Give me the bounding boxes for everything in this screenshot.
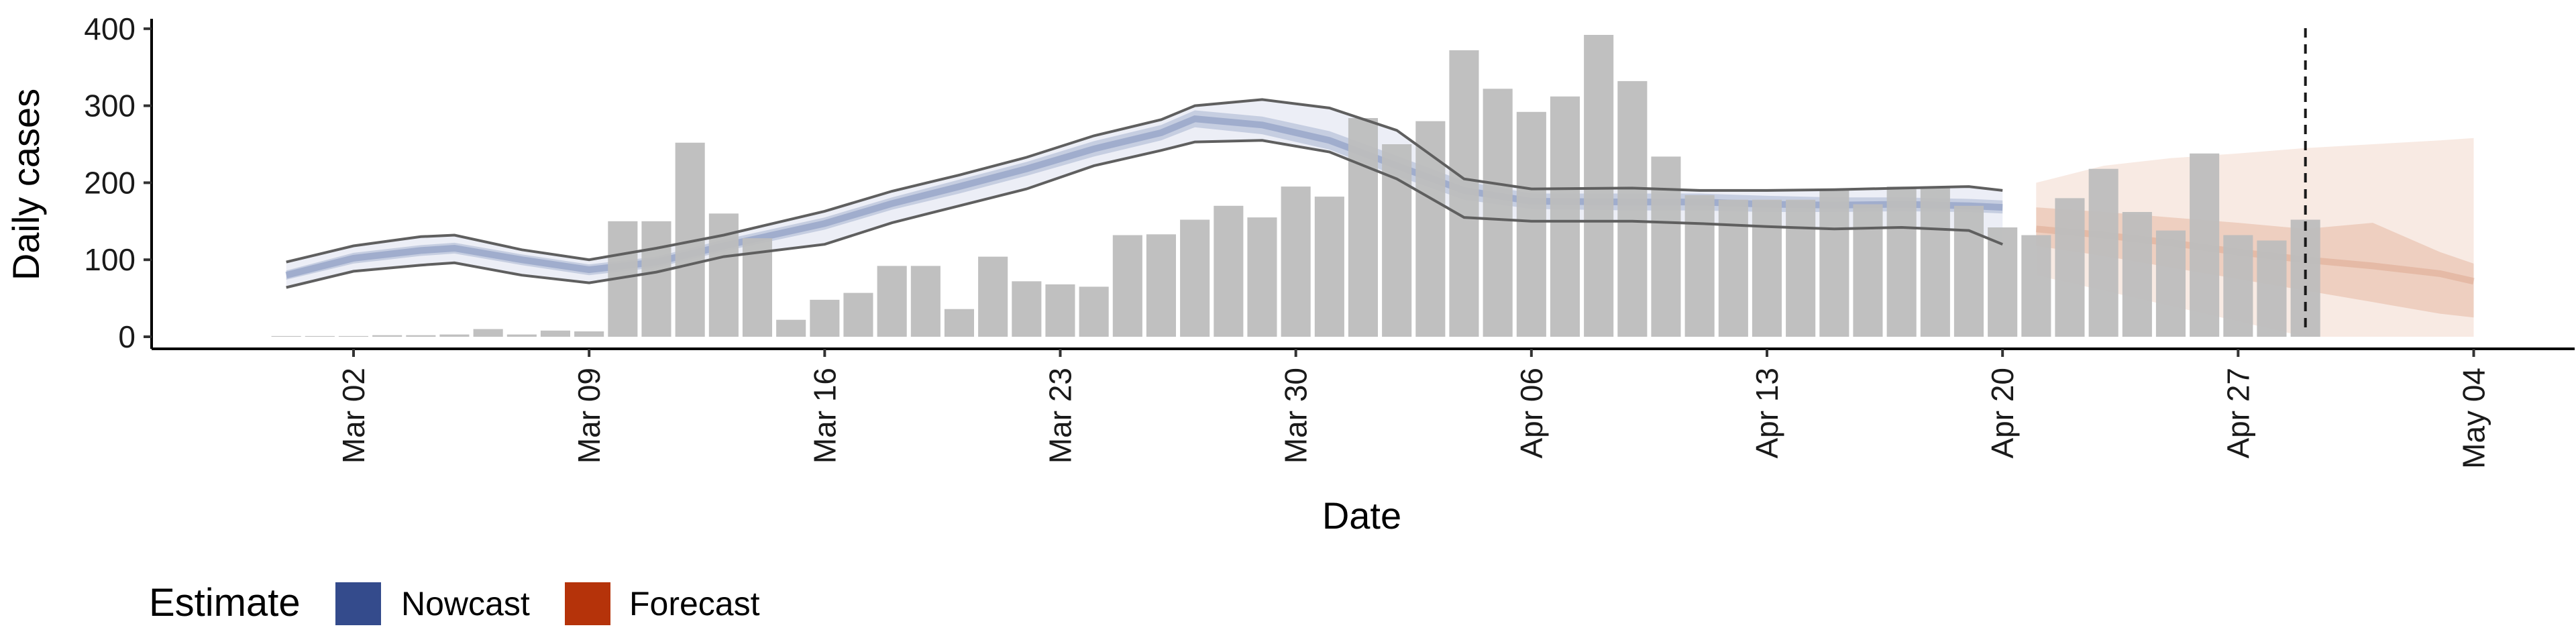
case-bar <box>1853 204 1883 337</box>
nowcast-lower-line <box>286 139 2003 289</box>
case-bar <box>1281 186 1311 337</box>
case-bar <box>1988 227 2018 337</box>
x-tick-label: May 04 <box>2457 368 2491 469</box>
y-axis-title: Daily cases <box>5 89 47 280</box>
axes: 0 100 200 300 400 Mar 02 Mar 09 Mar 16 Mar 23 Mar… <box>84 11 2575 469</box>
case-bars <box>271 35 2320 337</box>
legend: Estimate Nowcast Forecast <box>149 581 760 625</box>
case-bar <box>2122 212 2152 337</box>
case-bar <box>1886 186 1917 337</box>
case-bar <box>1146 234 1176 337</box>
legend-swatch-forecast <box>565 582 610 625</box>
case-bar <box>1314 197 1344 337</box>
case-bar <box>877 266 907 337</box>
case-bar <box>372 335 402 337</box>
case-bar <box>910 266 941 337</box>
case-bar <box>1718 199 1748 337</box>
legend-label-nowcast: Nowcast <box>401 585 530 623</box>
case-bar <box>1045 284 1075 337</box>
x-tick-label: Mar 09 <box>572 368 606 464</box>
case-bar <box>1079 286 1109 337</box>
case-bar <box>1180 219 1210 337</box>
case-bar <box>271 335 301 337</box>
estimate-lines <box>286 98 2003 289</box>
x-tick-label: Apr 06 <box>1514 368 1549 459</box>
case-bar <box>1651 156 1681 337</box>
x-tick-label: Mar 16 <box>807 368 842 464</box>
case-bar <box>305 335 335 337</box>
case-bar <box>1550 96 1580 337</box>
case-bar <box>944 309 974 337</box>
case-bar <box>641 221 672 337</box>
y-tick-label: 300 <box>84 89 136 123</box>
case-bar <box>1112 235 1142 337</box>
case-bar <box>1382 144 1412 337</box>
x-tick-label: Apr 20 <box>1985 368 2020 459</box>
case-bar <box>2190 153 2220 337</box>
case-bar <box>473 329 503 337</box>
case-bar <box>1348 118 1378 337</box>
nowcast-upper-line <box>286 98 2003 264</box>
case-bar <box>1953 205 1984 337</box>
case-bar <box>1483 89 1513 337</box>
case-bar <box>574 331 604 337</box>
y-tick-label: 400 <box>84 11 136 46</box>
case-bar <box>2155 230 2186 337</box>
case-bar <box>1214 205 1244 337</box>
y-tick-label: 0 <box>118 319 136 354</box>
x-tick-label: Mar 02 <box>336 368 371 464</box>
case-bar <box>810 299 840 337</box>
legend-title: Estimate <box>149 581 301 625</box>
case-bar <box>1247 217 1277 337</box>
case-bar <box>2055 198 2085 337</box>
x-tick-label: Apr 13 <box>1750 368 1784 459</box>
legend-swatch-nowcast <box>335 582 381 625</box>
case-bar <box>1415 121 1446 337</box>
case-bar <box>406 335 436 337</box>
case-bar <box>978 256 1008 337</box>
x-axis-title: Date <box>1322 494 1401 537</box>
case-bar <box>843 292 873 337</box>
case-bar <box>1617 80 1648 337</box>
x-tick-label: Mar 30 <box>1279 368 1313 464</box>
case-bar <box>1786 199 1816 337</box>
case-bar <box>1012 281 1042 337</box>
case-bar <box>1516 111 1546 337</box>
case-bar <box>2021 235 2051 337</box>
case-bar <box>506 334 537 337</box>
x-tick-label: Mar 23 <box>1043 368 1078 464</box>
case-bar <box>540 330 570 337</box>
case-bar <box>776 319 806 337</box>
case-bar <box>2223 235 2253 337</box>
legend-label-forecast: Forecast <box>629 585 760 623</box>
case-bar <box>2257 240 2287 337</box>
y-tick-label: 200 <box>84 165 136 200</box>
case-bar <box>1819 189 1849 337</box>
case-bar <box>1584 35 1614 337</box>
case-bar <box>338 335 368 337</box>
case-bar <box>439 334 470 337</box>
case-bar <box>1684 195 1715 337</box>
case-bar <box>1920 186 1950 337</box>
case-bar <box>2088 168 2118 337</box>
x-tick-label: Apr 27 <box>2220 368 2255 459</box>
case-bar <box>1449 50 1479 337</box>
case-bar <box>1752 199 1782 337</box>
y-tick-label: 100 <box>84 242 136 277</box>
